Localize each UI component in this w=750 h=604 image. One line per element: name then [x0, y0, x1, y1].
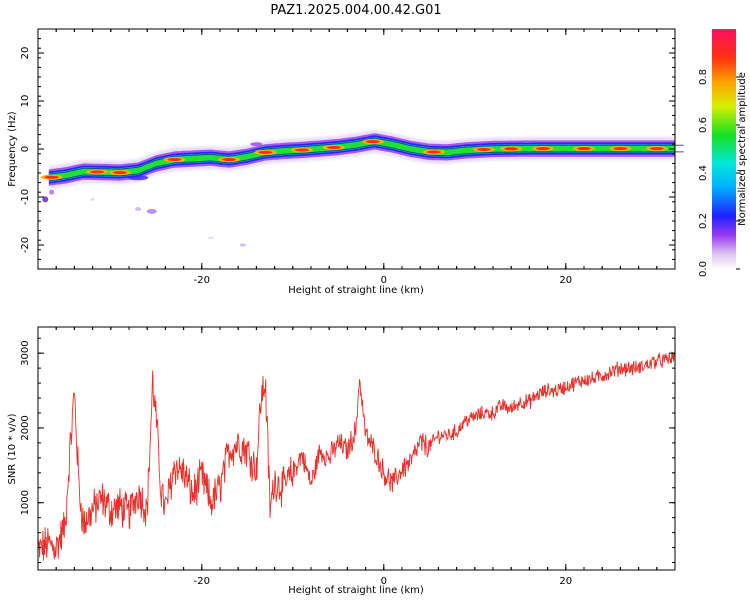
- snr-y-ticks: 1000 2000 3000: [20, 327, 676, 570]
- spectral-blob: [239, 243, 246, 247]
- ridge-hotspot-core: [167, 158, 182, 162]
- y-tick-label: -10: [20, 189, 31, 205]
- ridge-hotspot-core: [294, 148, 309, 152]
- y-tick-label: 2000: [20, 415, 31, 440]
- colorbar-tick-label: 0.0: [698, 261, 709, 277]
- x-tick-label: -20: [194, 576, 210, 587]
- snr-panel: -20 0 20 1000 2000 3000 Height of straight l…: [7, 326, 676, 596]
- spectrogram-ridge: [40, 135, 684, 184]
- x-tick-label: -20: [194, 275, 210, 286]
- colorbar-label: Normalized spectral amplitude: [737, 72, 748, 226]
- colorbar-tick-label: 0.2: [698, 213, 709, 229]
- ridge-hotspot-core: [326, 145, 341, 149]
- colorbar-tick-label: 0.4: [698, 165, 709, 181]
- colorbar-gradient: [712, 29, 736, 269]
- colorbar: 0.0 0.2 0.4 0.6 0.8 Normalized spectral ampl…: [698, 29, 748, 277]
- ridge-hotspot-core: [258, 150, 273, 154]
- spectral-blob: [49, 189, 55, 195]
- spectral-blob: [146, 208, 157, 214]
- ridge-hotspot-core: [577, 147, 591, 151]
- spectral-blob: [90, 197, 95, 201]
- y-tick-label: 3000: [20, 340, 31, 365]
- ridge-hotspot-core: [426, 150, 441, 154]
- snr-frame: [37, 326, 676, 571]
- spectrogram-y-ticks: -20 -10 0 10 20: [20, 28, 676, 270]
- spectrogram-panel: -20 0 20 -20 -10 0 10 20 Height of straight li…: [7, 28, 684, 296]
- snr-series-line: [38, 351, 675, 561]
- ridge-hotspot-core: [649, 147, 664, 151]
- x-tick-label: 20: [559, 576, 572, 587]
- y-tick-label: 20: [20, 47, 31, 60]
- ridge-hotspot-core: [222, 158, 237, 162]
- colorbar-tick-label: 0.8: [698, 69, 709, 85]
- ridge-hotspot-core: [613, 147, 628, 151]
- spectral-blob: [207, 236, 214, 239]
- spectrogram-y-axis-label: Frequency (Hz): [7, 111, 18, 187]
- x-tick-label: 20: [559, 275, 572, 286]
- colorbar-ticks: 0.0 0.2 0.4 0.6 0.8: [698, 69, 740, 277]
- x-tick-label: 0: [381, 275, 387, 286]
- spectrogram-x-axis-label: Height of straight line (km): [288, 285, 424, 296]
- colorbar-tick-label: 0.6: [698, 117, 709, 133]
- ridge-hotspot-core: [476, 147, 491, 151]
- y-tick-label: -20: [20, 237, 31, 253]
- ridge-edge-upper: [48, 137, 684, 175]
- ridge-hotspot-core: [536, 147, 551, 151]
- snr-x-axis-label: Height of straight line (km): [288, 585, 424, 596]
- spectral-blob: [42, 196, 49, 203]
- ridge-hotspot-core: [44, 175, 59, 179]
- y-tick-label: 0: [20, 146, 31, 152]
- ridge-hotspot-core: [365, 140, 380, 144]
- figure-title: PAZ1.2025.004.00.42.G01: [270, 3, 441, 18]
- ridge-edge-lower: [48, 144, 684, 182]
- ridge-hotspot-core: [90, 170, 105, 174]
- snr-y-axis-label: SNR (10 * v/v): [7, 413, 18, 484]
- spectral-blob: [250, 142, 263, 147]
- spectral-blob: [135, 207, 142, 211]
- snr-plot-area: [38, 327, 675, 570]
- y-tick-label: 1000: [20, 490, 31, 515]
- y-tick-label: 10: [20, 95, 31, 108]
- x-tick-label: 0: [381, 576, 387, 587]
- ridge-hotspot-core: [504, 147, 519, 151]
- ridge-hotspot-core: [112, 171, 127, 175]
